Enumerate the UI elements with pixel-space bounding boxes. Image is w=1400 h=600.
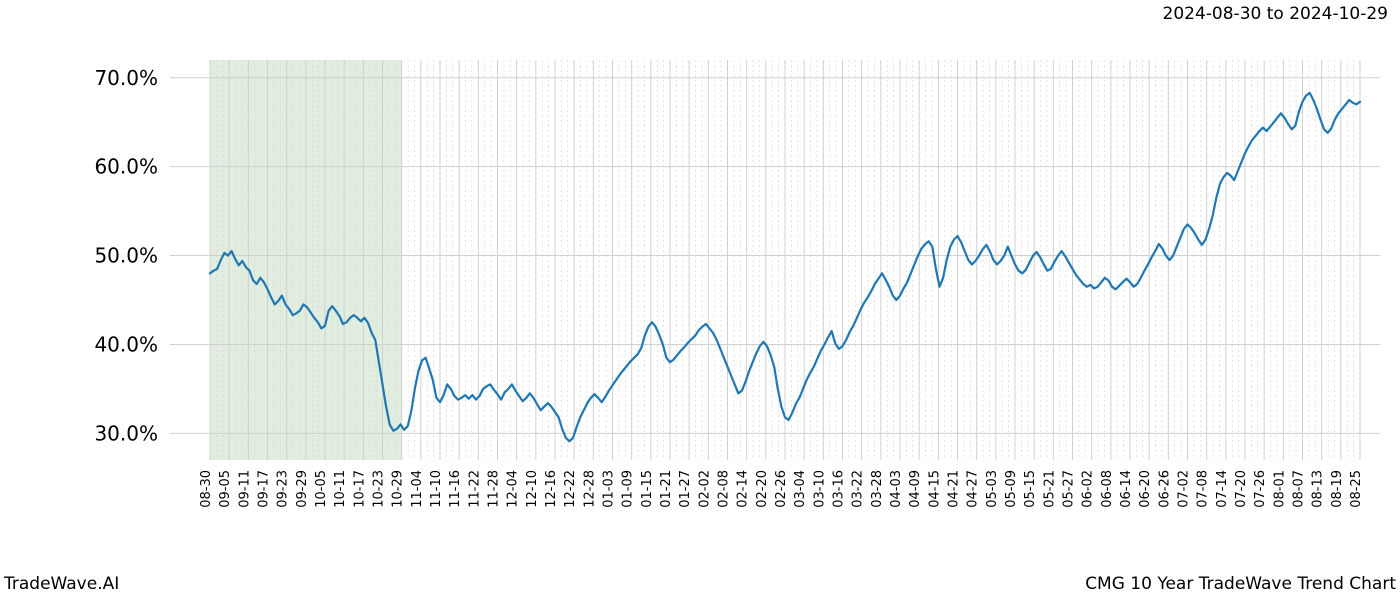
y-tick-label: 50.0% (94, 244, 158, 268)
x-tick-label: 12-04 (506, 470, 521, 508)
x-tick-label: 10-11 (333, 470, 348, 508)
x-tick-label: 07-08 (1196, 470, 1211, 508)
x-tick-label: 12-16 (544, 470, 559, 508)
x-tick-label: 09-11 (237, 470, 252, 508)
x-tick-label: 11-28 (487, 470, 502, 508)
x-tick-label: 05-27 (1062, 470, 1077, 508)
x-tick-label: 11-04 (410, 470, 425, 508)
x-tick-label: 12-28 (582, 470, 597, 508)
x-tick-label: 03-16 (832, 470, 847, 508)
x-tick-label: 04-15 (927, 470, 942, 508)
y-tick-label: 60.0% (94, 155, 158, 179)
x-tick-label: 01-15 (640, 470, 655, 508)
x-tick-label: 09-05 (218, 470, 233, 508)
x-grid-major (210, 60, 1360, 460)
x-tick-label: 06-26 (1157, 470, 1172, 508)
x-tick-label: 12-22 (563, 470, 578, 508)
x-tick-label: 02-14 (736, 470, 751, 508)
x-tick-label: 10-17 (352, 470, 367, 508)
x-tick-label: 05-09 (1004, 470, 1019, 508)
x-tick-label: 05-21 (1042, 470, 1057, 508)
x-tick-label: 12-10 (525, 470, 540, 508)
x-tick-label: 01-27 (678, 470, 693, 508)
x-tick-label: 03-10 (812, 470, 827, 508)
x-tick-label: 11-10 (429, 470, 444, 508)
x-tick-label: 08-19 (1330, 470, 1345, 508)
x-tick-label: 03-28 (870, 470, 885, 508)
x-tick-label: 01-09 (621, 470, 636, 508)
x-tick-label: 08-07 (1292, 470, 1307, 508)
x-tick-label: 04-27 (966, 470, 981, 508)
x-tick-label: 06-14 (1119, 470, 1134, 508)
x-tick-label: 11-16 (448, 470, 463, 508)
y-tick-label: 40.0% (94, 332, 158, 356)
x-tick-label: 07-02 (1177, 470, 1192, 508)
x-tick-labels: 08-30 09-05 09-11 09-17 09-23 09-29 10-05 10-11… (199, 470, 1364, 508)
x-tick-label: 05-15 (1023, 470, 1038, 508)
x-tick-label: 10-05 (314, 470, 329, 508)
x-tick-label: 01-21 (659, 470, 674, 508)
y-tick-label: 30.0% (94, 421, 158, 445)
x-tick-label: 11-22 (467, 470, 482, 508)
x-tick-label: 08-01 (1272, 470, 1287, 508)
x-tick-label: 07-26 (1253, 470, 1268, 508)
x-tick-label: 04-03 (889, 470, 904, 508)
x-tick-label: 07-14 (1215, 470, 1230, 508)
y-tick-label: 70.0% (94, 66, 158, 90)
x-tick-label: 01-03 (602, 470, 617, 508)
x-tick-label: 09-29 (295, 470, 310, 508)
x-tick-label: 04-09 (908, 470, 923, 508)
x-tick-label: 03-04 (793, 470, 808, 508)
x-tick-label: 08-13 (1311, 470, 1326, 508)
x-tick-label: 09-17 (257, 470, 272, 508)
x-tick-label: 06-08 (1100, 470, 1115, 508)
x-tick-label: 10-23 (372, 470, 387, 508)
x-tick-label: 07-20 (1234, 470, 1249, 508)
x-tick-label: 10-29 (391, 470, 406, 508)
x-tick-label: 02-02 (697, 470, 712, 508)
x-tick-label: 09-23 (276, 470, 291, 508)
x-tick-label: 02-20 (755, 470, 770, 508)
x-tick-label: 05-03 (985, 470, 1000, 508)
x-tick-label: 02-26 (774, 470, 789, 508)
trend-chart: 30.0% 40.0% 50.0% 60.0% 70.0% 08-30 09-05 09-11… (0, 0, 1400, 600)
x-tick-label: 02-08 (717, 470, 732, 508)
x-tick-label: 03-22 (851, 470, 866, 508)
x-tick-label: 04-21 (947, 470, 962, 508)
x-tick-label: 06-20 (1138, 470, 1153, 508)
x-tick-label: 08-25 (1349, 470, 1364, 508)
x-tick-label: 08-30 (199, 470, 214, 508)
x-tick-label: 06-02 (1081, 470, 1096, 508)
